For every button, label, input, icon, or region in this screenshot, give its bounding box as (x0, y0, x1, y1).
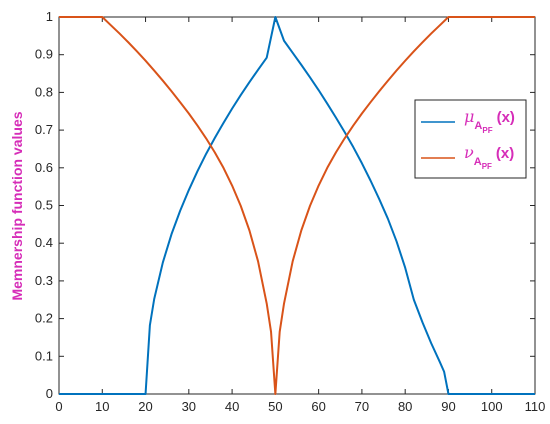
x-tick-label: 40 (225, 399, 239, 414)
y-tick-label: 0.7 (35, 122, 53, 137)
y-tick-label: 0.9 (35, 47, 53, 62)
axes-box (58, 16, 536, 395)
x-tick-label: 80 (398, 399, 412, 414)
x-tick-label: 0 (55, 399, 62, 414)
y-tick-label: 0 (46, 386, 53, 401)
y-tick-label: 0.4 (35, 235, 53, 250)
legend-entry-label: νAPF(x) (464, 143, 514, 171)
legend-entry-label: μAPF(x) (464, 107, 515, 135)
x-tick-label: 30 (182, 399, 196, 414)
series-line-2 (59, 16, 535, 395)
x-tick-label: 110 (525, 399, 546, 414)
y-tick-label: 0.2 (35, 311, 53, 326)
x-tick-label: 90 (441, 399, 455, 414)
y-tick-label: 0.6 (35, 160, 53, 175)
y-tick-label: 0.8 (35, 84, 53, 99)
x-tick-label: 50 (268, 399, 282, 414)
y-tick-label: 0.3 (35, 273, 53, 288)
x-tick-label: 100 (481, 399, 503, 414)
legend: μAPF(x) νAPF(x) (414, 99, 527, 179)
y-tick-label: 0.5 (35, 198, 53, 213)
y-tick-label: 0.1 (35, 348, 53, 363)
y-axis-label: Memnership function values (9, 111, 25, 300)
legend-box (414, 99, 527, 179)
plot-area: 0 10 20 30 40 50 60 70 80 90 100 110 0 0.1 0.2 0.3 0.4 0.… (35, 9, 545, 414)
series-line-1 (59, 16, 535, 395)
y-tick-label: 1 (46, 9, 53, 24)
x-tick-label: 10 (95, 399, 109, 414)
x-tick-label: 70 (355, 399, 369, 414)
x-tick-label: 60 (311, 399, 325, 414)
x-tick-label: 20 (138, 399, 152, 414)
